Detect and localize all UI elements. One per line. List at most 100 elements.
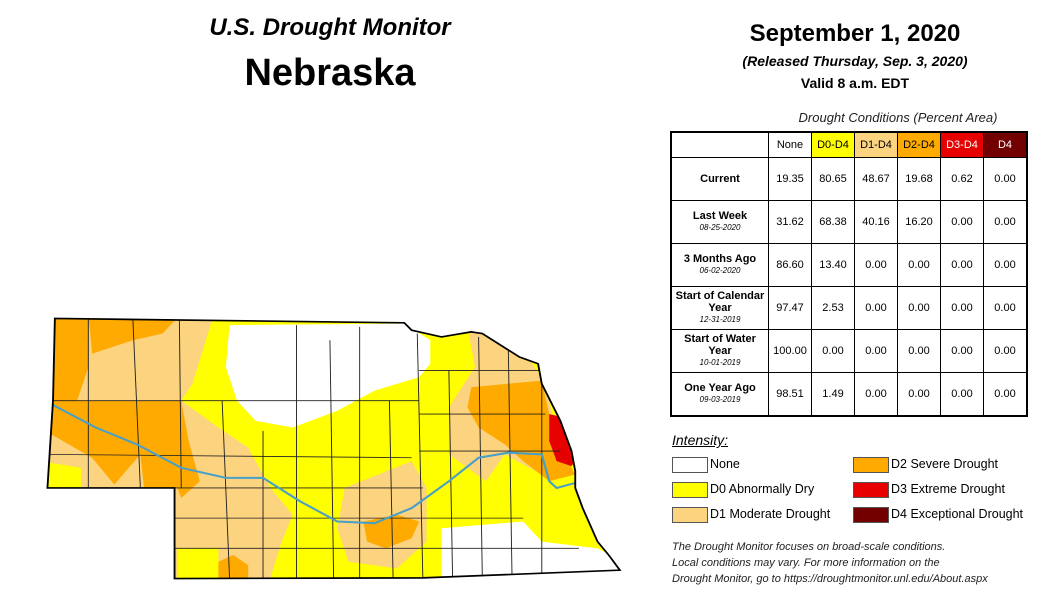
legend-label: D2 Severe Drought xyxy=(891,457,999,471)
county-line xyxy=(448,370,454,579)
table-cell: 0.00 xyxy=(854,286,898,330)
county-line xyxy=(416,333,424,579)
table-cell: 1.49 xyxy=(811,372,855,416)
table-cell: 19.68 xyxy=(897,157,941,201)
program-title: U.S. Drought Monitor xyxy=(209,14,451,41)
legend-swatch xyxy=(853,457,889,473)
legend-label: D0 Abnormally Dry xyxy=(710,482,815,496)
table-cell: 0.00 xyxy=(897,372,941,416)
valid-time: Valid 8 a.m. EDT xyxy=(800,75,910,91)
table-cell: 0.00 xyxy=(897,329,941,373)
d2-area-northeast xyxy=(467,380,576,482)
table-cell: 0.00 xyxy=(940,243,984,287)
platte-river xyxy=(50,403,576,525)
table-caption: Drought Conditions (Percent Area) xyxy=(798,110,998,125)
county-line xyxy=(388,400,394,579)
nebraska-drought-map xyxy=(46,317,622,580)
row-label-text: Start of Calendar Year xyxy=(675,290,765,314)
table-cell: 16.20 xyxy=(897,200,941,244)
table-cell: 100.00 xyxy=(768,329,812,373)
table-cell: 31.62 xyxy=(768,200,812,244)
none-area-southeast xyxy=(441,521,620,579)
table-cell: 0.00 xyxy=(940,372,984,416)
row-label: Current xyxy=(671,157,769,201)
table-row: Start of Water Year 10-01-2019 100.00 0.00 0… xyxy=(671,329,1027,373)
legend-label: D4 Exceptional Drought xyxy=(891,507,1024,521)
column-header: D0-D4 xyxy=(811,132,855,158)
county-line xyxy=(221,400,231,579)
row-label: Last Week 08-25-2020 xyxy=(671,200,769,244)
legend-swatch xyxy=(672,482,708,498)
d2-area-northwest xyxy=(88,318,182,354)
table-cell: 68.38 xyxy=(811,200,855,244)
column-header: D3-D4 xyxy=(940,132,984,158)
footnote: The Drought Monitor focuses on broad-sca… xyxy=(672,539,988,587)
table-row: Start of Calendar Year 12-31-2019 97.47 2.5… xyxy=(671,286,1027,330)
table-cell: 0.00 xyxy=(897,243,941,287)
legend-swatch xyxy=(853,482,889,498)
table-cell: 0.00 xyxy=(854,329,898,373)
d2-area-south xyxy=(218,555,249,579)
column-header: D1-D4 xyxy=(854,132,898,158)
footnote-line: Drought Monitor, go to https://droughtmo… xyxy=(672,573,988,585)
row-label-text: Current xyxy=(700,173,740,185)
row-label-text: 3 Months Ago xyxy=(683,253,757,265)
table-cell: 0.00 xyxy=(983,200,1027,244)
footnote-line: The Drought Monitor focuses on broad-sca… xyxy=(672,541,946,553)
row-label: Start of Water Year 10-01-2019 xyxy=(671,329,769,373)
legend-label: D3 Extreme Drought xyxy=(891,482,1005,496)
table-cell: 0.00 xyxy=(940,286,984,330)
table-cell: 0.00 xyxy=(854,243,898,287)
column-header: None xyxy=(768,132,812,158)
row-date: 10-01-2019 xyxy=(699,358,741,367)
table-cell: 0.00 xyxy=(983,329,1027,373)
table-cell: 0.00 xyxy=(983,286,1027,330)
table-cell: 13.40 xyxy=(811,243,855,287)
d3-area-east xyxy=(549,414,578,467)
drought-conditions-table: None D0-D4 D1-D4 D2-D4 D3-D4 D4 Current 19.35 80… xyxy=(670,131,1028,417)
none-area-north xyxy=(225,323,431,428)
table-cell: 97.47 xyxy=(768,286,812,330)
table-cell: 80.65 xyxy=(811,157,855,201)
map-date: September 1, 2020 xyxy=(749,20,961,47)
d2-area-west xyxy=(47,318,200,499)
table-row: One Year Ago 09-03-2019 98.51 1.49 0.00 0.00 0… xyxy=(671,372,1027,416)
table-cell: 98.51 xyxy=(768,372,812,416)
d2-area-south-central xyxy=(363,514,420,549)
table-cell: 0.00 xyxy=(854,372,898,416)
table-cell: 19.35 xyxy=(768,157,812,201)
row-date: 12-31-2019 xyxy=(699,315,741,324)
county-line xyxy=(507,350,513,579)
release-date: (Released Thursday, Sep. 3, 2020) xyxy=(742,53,968,69)
legend-swatch xyxy=(672,507,708,523)
table-cell: 0.00 xyxy=(940,329,984,373)
table-row: 3 Months Ago 06-02-2020 86.60 13.40 0.00 0.00… xyxy=(671,243,1027,287)
table-cell: 0.62 xyxy=(940,157,984,201)
d0-area-south xyxy=(177,548,219,579)
legend-swatch xyxy=(672,457,708,473)
table-cell: 0.00 xyxy=(811,329,855,373)
table-header-row: None D0-D4 D1-D4 D2-D4 D3-D4 D4 xyxy=(672,132,1027,158)
county-line xyxy=(329,340,335,579)
row-label-text: Last Week xyxy=(692,210,748,222)
table-cell: 48.67 xyxy=(854,157,898,201)
table-cell: 0.00 xyxy=(897,286,941,330)
state-title: Nebraska xyxy=(244,52,416,94)
row-date: 08-25-2020 xyxy=(699,223,741,232)
table-cell: 0.00 xyxy=(983,243,1027,287)
table-row: Current 19.35 80.65 48.67 19.68 0.62 0.00 xyxy=(671,157,1027,201)
row-label-text: Start of Water Year xyxy=(684,333,756,357)
table-cell: 86.60 xyxy=(768,243,812,287)
row-date: 06-02-2020 xyxy=(699,266,741,275)
legend-label: None xyxy=(710,457,740,471)
legend-swatch xyxy=(853,507,889,523)
county-line xyxy=(178,320,182,488)
table-cell: 0.00 xyxy=(983,372,1027,416)
row-label-text: One Year Ago xyxy=(684,382,756,394)
table-cell: 2.53 xyxy=(811,286,855,330)
table-cell: 0.00 xyxy=(983,157,1027,201)
county-line xyxy=(132,320,141,488)
row-label: Start of Calendar Year 12-31-2019 xyxy=(671,286,769,330)
table-row: Last Week 08-25-2020 31.62 68.38 40.16 16.20 0… xyxy=(671,200,1027,244)
